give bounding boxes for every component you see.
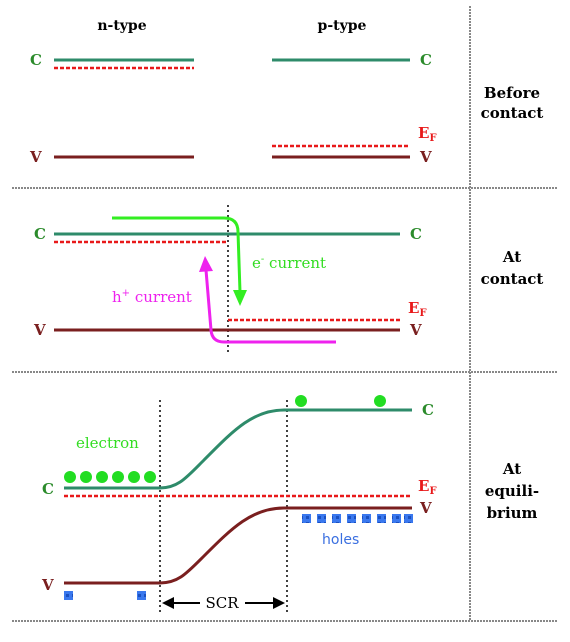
label-c-left: C: [34, 225, 46, 243]
electron-current-arrowhead: [233, 290, 247, 306]
hole-square: [377, 514, 386, 523]
hole-square: [347, 514, 356, 523]
scr-arrow: SCR: [162, 594, 285, 612]
electron-dot: [96, 471, 108, 483]
electron-label: electron: [76, 434, 139, 452]
hole-current-arrowhead: [199, 256, 213, 272]
row-label-contact-2: contact: [481, 270, 544, 288]
hole-square: [362, 514, 371, 523]
electrons-n-side: [64, 471, 156, 483]
label-c-right: C: [410, 225, 422, 243]
electron-dot: [144, 471, 156, 483]
hole-square: [64, 591, 73, 600]
label-ef: EF: [418, 124, 437, 144]
scr-label: SCR: [205, 594, 239, 612]
label-v-right: V: [419, 499, 432, 517]
hole-square: [317, 514, 326, 523]
holes-p-side: [302, 514, 413, 523]
row-label-contact: At: [502, 248, 521, 266]
panel-dividers: [12, 6, 558, 622]
hole-square: [404, 514, 413, 523]
label-v-left: V: [41, 576, 54, 594]
row-label-equilibrium-2: equili-: [485, 482, 539, 500]
electrons-p-side: [295, 395, 386, 407]
electron-dot: [112, 471, 124, 483]
hole-square: [332, 514, 341, 523]
label-v-right: V: [419, 148, 432, 166]
electron-dot: [80, 471, 92, 483]
label-c-right: C: [422, 401, 434, 419]
electron-current-label: e- current: [252, 254, 326, 272]
holes-n-side: [64, 591, 146, 600]
panel-equilibrium: SCR electron holes C V C V EF: [41, 395, 437, 612]
hole-square: [302, 514, 311, 523]
label-v-left: V: [33, 321, 46, 339]
row-label-before: Before: [484, 84, 540, 102]
electron-dot: [374, 395, 386, 407]
label-c-left: C: [42, 480, 54, 498]
row-label-equilibrium: At: [502, 460, 521, 478]
conduction-band: [64, 408, 412, 490]
valence-band: [64, 506, 412, 585]
label-ef: EF: [408, 299, 427, 319]
panel-at-contact: C V C V EF e- current h+ current: [33, 205, 427, 355]
row-label-before-2: contact: [481, 104, 544, 122]
label-c-right: C: [420, 51, 432, 69]
label-ef: EF: [418, 477, 437, 497]
scr-arrowhead-right: [273, 597, 285, 609]
row-label-equilibrium-3: brium: [487, 504, 538, 522]
n-type-header: n-type: [97, 18, 146, 34]
label-c-left: C: [30, 51, 42, 69]
hole-square: [392, 514, 401, 523]
electron-dot: [295, 395, 307, 407]
hole-square: [137, 591, 146, 600]
electron-current-arrow: [112, 216, 242, 293]
label-v-left: V: [29, 148, 42, 166]
panel-before-contact: C V C V EF: [29, 51, 437, 166]
electron-dot: [128, 471, 140, 483]
holes-label: holes: [322, 532, 359, 548]
hole-current-label: h+ current: [112, 288, 192, 306]
hole-current-arrow: [204, 269, 336, 344]
scr-arrowhead-left: [162, 597, 174, 609]
electron-dot: [64, 471, 76, 483]
label-v-right: V: [409, 321, 422, 339]
p-type-header: p-type: [318, 18, 367, 34]
